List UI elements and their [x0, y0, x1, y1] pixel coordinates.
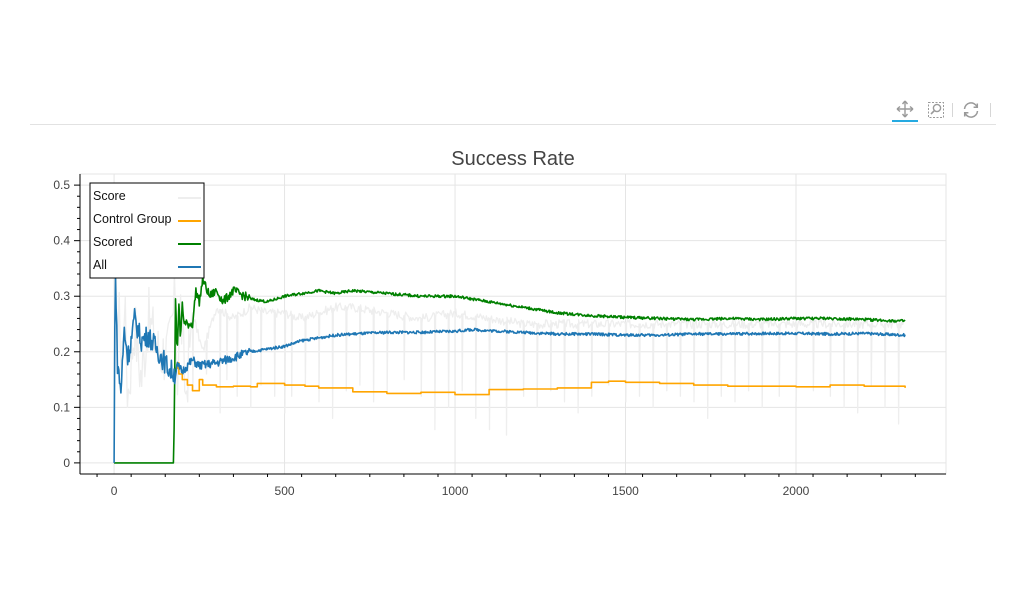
y-tick-label: 0 [63, 456, 70, 470]
legend-label-score: Score [93, 189, 126, 203]
box-zoom-tool-button[interactable] [923, 98, 949, 122]
y-tick-label: 0.3 [53, 289, 70, 303]
series-line-control-group [175, 362, 906, 396]
legend: Score Control Group Scored All [89, 182, 205, 279]
series-layer [113, 223, 906, 464]
box-zoom-icon [928, 102, 944, 118]
move-arrows-icon [896, 100, 914, 118]
reset-icon [963, 102, 979, 118]
toolbar-separator [952, 103, 953, 117]
series-line-all [113, 276, 906, 463]
y-tick-label: 0.2 [53, 345, 70, 359]
plot-toolbar [30, 96, 996, 125]
legend-label-control-group: Control Group [93, 212, 172, 226]
x-tick-label: 500 [275, 484, 295, 498]
chart-title: Success Rate [451, 148, 574, 170]
legend-label-all: All [93, 258, 107, 272]
x-tick-label: 1000 [442, 484, 469, 498]
x-tick-label: 2000 [783, 484, 810, 498]
series-line-score [113, 223, 906, 436]
x-tick-label: 1500 [612, 484, 639, 498]
axes: 0 500 1000 1500 2000 0 0.1 0.2 0.3 0.4 0.5 [53, 174, 946, 498]
y-tick-label: 0.4 [53, 234, 70, 248]
reset-tool-button[interactable] [958, 98, 984, 122]
series-line-scored [114, 274, 906, 464]
pan-tool-button[interactable] [892, 98, 918, 122]
toolbar-separator [990, 103, 991, 117]
legend-label-scored: Scored [93, 235, 133, 249]
y-tick-label: 0.1 [53, 400, 70, 414]
y-tick-label: 0.5 [53, 178, 70, 192]
x-tick-label: 0 [111, 484, 118, 498]
